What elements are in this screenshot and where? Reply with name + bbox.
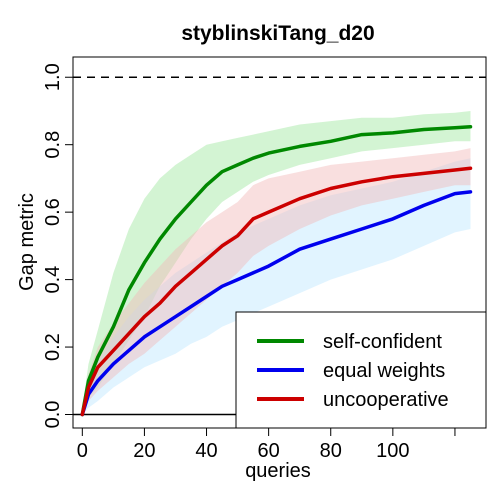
- legend-label-uncooperative: uncooperative: [323, 389, 449, 411]
- y-axis-label: Gap metric: [16, 193, 38, 291]
- series-lines: [80, 125, 473, 417]
- y-tick-label: 1.0: [42, 63, 64, 91]
- y-tick-label: 0.0: [42, 401, 64, 429]
- equal-weights-line: [80, 190, 473, 417]
- equal-weights-band: [82, 158, 471, 415]
- x-tick-label: 40: [195, 440, 217, 462]
- x-tick-label: 20: [133, 440, 155, 462]
- y-tick-label: 0.4: [42, 266, 64, 294]
- y-tick-label: 0.6: [42, 198, 64, 226]
- y-tick-label: 0.8: [42, 131, 64, 159]
- legend: self-confident equal weights uncooperative: [235, 311, 487, 429]
- uncooperative-band: [82, 148, 471, 415]
- chart-title: styblinskiTang_d20: [181, 22, 374, 45]
- confidence-bands: [82, 111, 471, 415]
- x-tick-label: 80: [320, 440, 342, 462]
- y-tick-label: 0.2: [42, 333, 64, 361]
- x-axis-label: queries: [245, 460, 311, 482]
- x-tick-label: 0: [77, 440, 88, 462]
- self-confident-band: [82, 111, 471, 415]
- legend-label-equal-weights: equal weights: [323, 360, 445, 382]
- y-axis: 0.0 0.2 0.4 0.6 0.8 1.0: [42, 63, 74, 429]
- x-tick-label: 100: [376, 440, 409, 462]
- x-axis: 0 20 40 60 80 100: [77, 427, 456, 462]
- uncooperative-line: [80, 166, 473, 417]
- legend-label-self-confident: self-confident: [323, 331, 442, 353]
- x-tick-label: 60: [258, 440, 280, 462]
- self-confident-line: [80, 125, 473, 417]
